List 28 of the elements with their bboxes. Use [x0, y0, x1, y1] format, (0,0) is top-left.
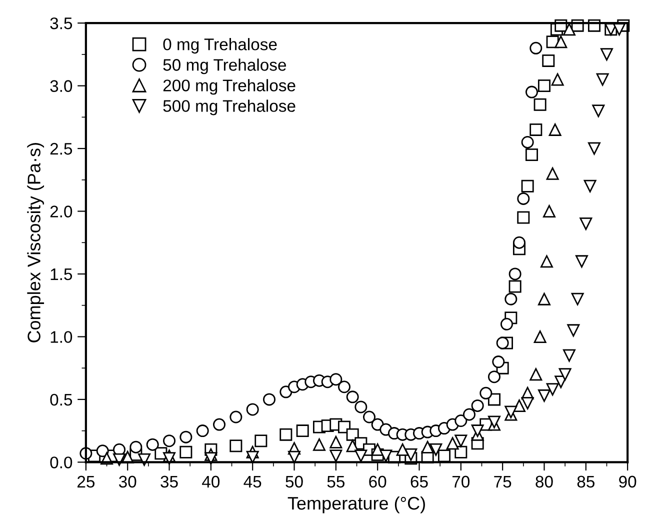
y-axis-title: Complex Viscosity (Pa·s) — [27, 143, 44, 342]
x-tick-label: 70 — [452, 476, 470, 488]
x-tick-label: 60 — [369, 476, 386, 488]
y-tick-label: 3.0 — [50, 80, 72, 92]
x-tick-label: 90 — [619, 476, 636, 488]
x-tick-label: 50 — [286, 476, 303, 488]
legend-label: 500 mg Trehalose — [163, 100, 296, 116]
x-tick-label: 65 — [410, 476, 428, 488]
y-tick-label: 0.5 — [50, 394, 72, 406]
legend-label: 200 mg Trehalose — [163, 79, 296, 95]
y-tick-label: 2.0 — [50, 206, 72, 218]
x-tick-label: 75 — [494, 476, 512, 488]
x-tick-label: 45 — [244, 476, 262, 488]
legend-label: 50 mg Trehalose — [163, 58, 286, 74]
y-tick-label: 1.0 — [50, 331, 72, 343]
x-tick-label: 55 — [327, 476, 344, 488]
x-tick-label: 85 — [577, 476, 594, 488]
x-tick-label: 80 — [536, 476, 553, 488]
x-axis-title: Temperature (°C) — [288, 496, 425, 514]
y-tick-label: 3.5 — [50, 17, 72, 30]
legend-label: 0 mg Trehalose — [163, 38, 277, 54]
y-tick-label: 0.0 — [50, 456, 72, 468]
x-tick-label: 30 — [118, 476, 136, 488]
y-tick-label: 1.5 — [50, 268, 72, 280]
x-tick-label: 40 — [202, 476, 220, 488]
x-tick-label: 35 — [160, 476, 178, 488]
x-tick-label: 25 — [78, 476, 95, 488]
y-tick-label: 2.5 — [50, 142, 72, 155]
